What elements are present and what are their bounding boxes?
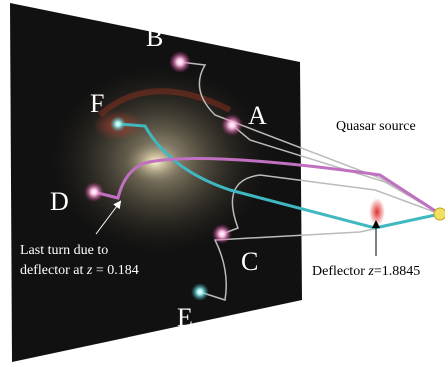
deflector-label: Deflector z=1.8845 [312, 264, 420, 279]
image-label: A [248, 101, 267, 130]
label-part: deflector at [20, 263, 87, 278]
label-part: =1.8845 [374, 264, 420, 279]
image-spot [191, 283, 209, 301]
image-spot [169, 51, 191, 73]
label-line: Last turn due to [20, 243, 108, 258]
image-spot [110, 116, 126, 132]
label-part: = 0.184 [92, 263, 138, 278]
image-spot [84, 182, 104, 202]
image-spot [212, 224, 232, 244]
image-label: E [177, 303, 193, 332]
label-part: Deflector [312, 264, 368, 279]
label-line: deflector at z = 0.184 [20, 263, 139, 278]
quasar-source [434, 208, 445, 220]
deflector [369, 198, 385, 226]
image-label: F [90, 89, 104, 118]
diagram: B A F D C E Quasar source Deflector z=1.… [0, 0, 445, 369]
image-label: D [50, 187, 69, 216]
image-spot [221, 114, 243, 136]
image-label: C [241, 247, 258, 276]
source-label: Quasar source [336, 119, 416, 134]
image-label: B [146, 23, 163, 52]
